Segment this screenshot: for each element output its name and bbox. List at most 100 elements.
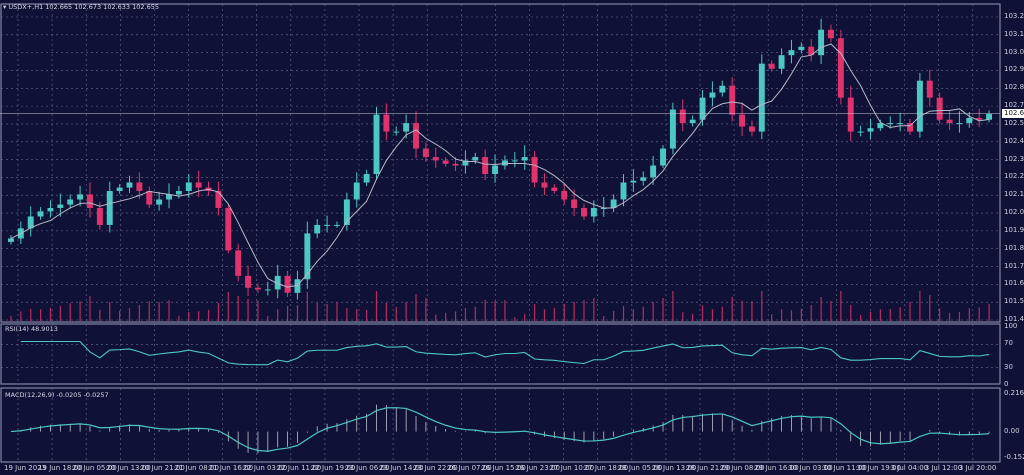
bear-candle [235, 250, 242, 276]
volume-bar [543, 309, 546, 321]
x-tick-label: 30 Jun 19:00 [856, 464, 901, 472]
price-tick-label: 102.490 [1004, 136, 1024, 145]
x-tick-label: 20 Jun 13:00 [106, 464, 151, 472]
price-tick-label: 101.965 [1004, 225, 1024, 234]
volume-bar [425, 298, 427, 321]
rsi-tick-label: 100 [1004, 322, 1018, 330]
volume-bar [217, 303, 220, 321]
symbol-line: USDX+,H1 102.665 102.673 102.633 102.655 [8, 3, 160, 11]
volume-bar [524, 313, 526, 321]
x-tick-label: 3 Jul 04:00 [890, 464, 929, 472]
bull-candle [956, 123, 963, 125]
price-tick-label: 102.280 [1004, 172, 1024, 181]
volume-bar [958, 312, 961, 321]
bull-candle [660, 148, 666, 166]
x-tick-label: 30 Jun 11:00 [822, 464, 867, 472]
x-tick-label: 26 Jun 23:00 [515, 464, 560, 472]
volume-bar [939, 308, 941, 321]
volume-bar [405, 302, 407, 321]
bear-candle [541, 182, 548, 188]
moving-average-line [10, 43, 990, 288]
bear-candle [936, 97, 943, 120]
volume-bar [692, 313, 694, 321]
dropdown-icon[interactable]: ▾ [3, 3, 9, 11]
volume-bar [820, 297, 822, 321]
bear-candle [254, 287, 261, 290]
bear-candle [383, 114, 390, 132]
bear-candle [482, 157, 489, 175]
rsi-tick-label: 0 [1004, 380, 1009, 388]
volume-bar [919, 291, 921, 321]
panel-frame-1 [0, 323, 1001, 385]
x-tick-label: 21 Jun 16:00 [208, 464, 254, 472]
volume-bar [603, 316, 605, 321]
volume-bar [128, 308, 131, 321]
bull-candle [778, 55, 785, 69]
bull-candle [334, 224, 340, 226]
bear-candle [748, 126, 755, 132]
volume-bar [158, 302, 160, 321]
bull-candle [185, 182, 192, 191]
bull-candle [175, 190, 182, 195]
panel-frame-2 [0, 387, 1001, 463]
volume-bar [780, 309, 783, 321]
volume-bar [356, 309, 358, 321]
volume-bar [504, 300, 506, 321]
price-tick-label: 103.225 [1004, 12, 1024, 20]
volume-bar [909, 302, 911, 321]
bear-candle [847, 97, 854, 132]
bull-candle [758, 63, 765, 132]
price-tick-label: 102.175 [1004, 190, 1024, 199]
x-tick-label: 22 Jun 03:00 [242, 464, 288, 472]
bull-candle [324, 224, 331, 226]
x-tick-label: 30 Jun 03:00 [788, 464, 833, 472]
volume-bar [879, 309, 881, 321]
x-tick-label: 20 Jun 05:00 [72, 464, 117, 472]
bull-candle [294, 279, 301, 293]
bear-candle [245, 275, 252, 288]
volume-bar [533, 304, 536, 321]
bull-candle [472, 157, 479, 161]
volume-bar [860, 315, 862, 321]
volume-bar [978, 307, 980, 321]
volume-bar [296, 305, 299, 321]
bull-candle [353, 182, 360, 200]
bull-candle [966, 118, 973, 124]
volume-bar [810, 305, 812, 321]
volume-bar [850, 305, 852, 321]
bull-candle [393, 131, 400, 133]
volume-bar [59, 305, 61, 321]
volume-bar [494, 301, 496, 321]
volume-bar [701, 305, 704, 321]
volume-bar [346, 308, 348, 321]
bull-candle [590, 207, 597, 217]
bull-candle [274, 275, 281, 290]
x-tick-label: 22 Jun 19:00 [310, 464, 356, 472]
volume-bar [69, 303, 71, 321]
bull-candle [67, 199, 74, 205]
bear-candle [284, 275, 291, 293]
symbol-title: ▾ USDX+,H1 102.665 102.673 102.633 102.6… [3, 3, 159, 11]
bull-candle [343, 199, 350, 225]
bear-candle [96, 207, 103, 225]
bear-candle [679, 109, 686, 124]
x-tick-label: 26 Jun 15:00 [481, 464, 526, 472]
bull-candle [57, 204, 64, 208]
volume-bar [188, 312, 190, 321]
volume-bar [148, 301, 150, 321]
bull-candle [116, 187, 123, 191]
bear-candle [422, 148, 429, 158]
volume-bar [731, 296, 733, 321]
volume-bar [445, 312, 447, 321]
x-tick-label: 26 Jun 07:00 [447, 464, 492, 472]
bull-candle [37, 211, 44, 217]
volume-bar [741, 300, 743, 321]
volume-bar [652, 301, 654, 321]
bear-candle [729, 85, 736, 115]
bull-candle [166, 194, 172, 200]
x-tick-label: 22 Jun 11:00 [276, 464, 322, 472]
bear-candle [531, 157, 538, 183]
price-tick-label: 102.805 [1004, 83, 1024, 92]
volume-bar [622, 306, 625, 321]
